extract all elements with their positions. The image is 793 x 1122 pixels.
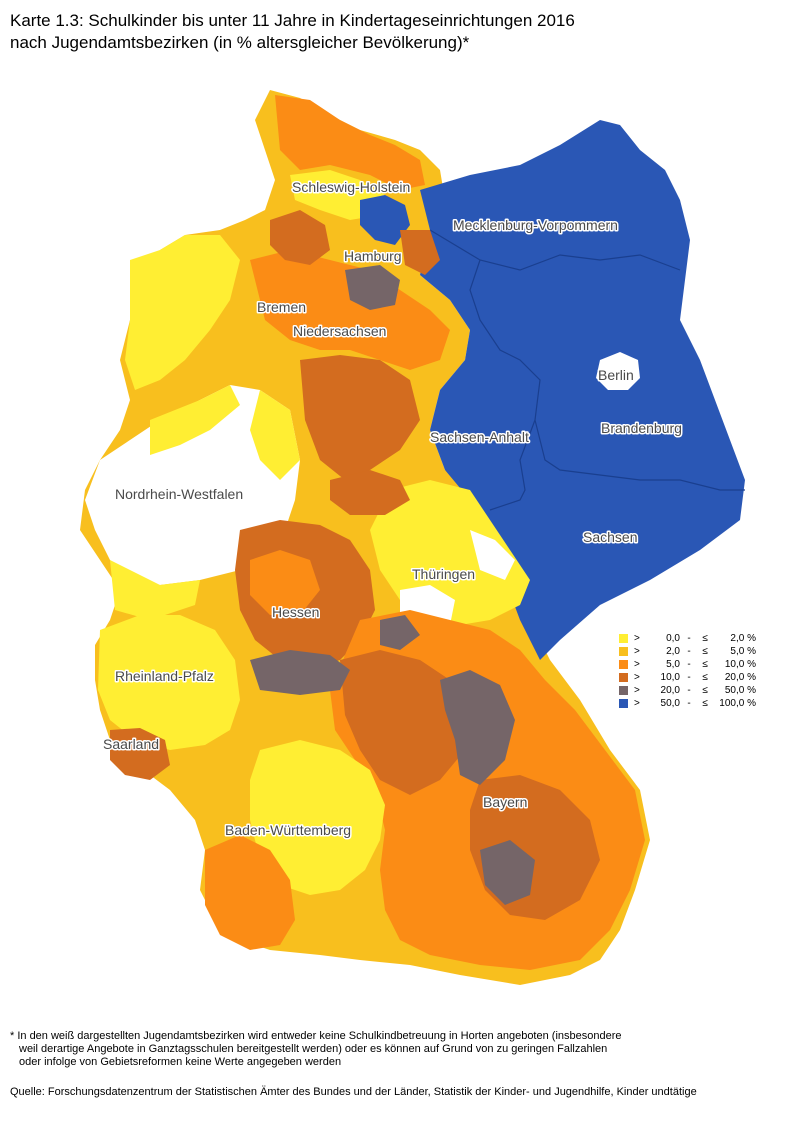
label-sachsen-anhalt: Sachsen-Anhalt	[430, 429, 529, 445]
label-thueringen: Thüringen	[412, 566, 475, 582]
legend-gt: >	[634, 659, 640, 670]
label-hessen: Hessen	[272, 604, 319, 620]
central-grey-band	[250, 650, 350, 695]
legend-gt: >	[634, 672, 640, 683]
legend-swatch	[619, 647, 628, 656]
label-niedersachsen: Niedersachsen	[293, 323, 386, 339]
kiel-region	[360, 195, 410, 245]
north-orange-patches	[250, 95, 450, 370]
title-line-1: Karte 1.3: Schulkinder bis unter 11 Jahr…	[10, 11, 575, 30]
label-sachsen: Sachsen	[583, 529, 637, 545]
legend-le: ≤	[702, 698, 708, 709]
baden-wuerttemberg-orange	[205, 835, 295, 950]
legend-row: > 20,0 - ≤ 50,0 %	[619, 684, 769, 697]
legend-dash: -	[687, 633, 691, 644]
legend-row: > 5,0 - ≤ 10,0 %	[619, 658, 769, 671]
label-saarland: Saarland	[103, 736, 159, 752]
legend-le: ≤	[702, 633, 708, 644]
harz-brown-strip	[330, 470, 410, 515]
germany-map: Schleswig-Holstein Mecklenburg-Vorpommer…	[80, 90, 745, 985]
label-baden-wuerttemberg: Baden-Württemberg	[225, 822, 351, 838]
bayern-brown-patches	[340, 650, 600, 920]
legend-high: 5,0 %	[730, 646, 756, 657]
legend-high: 100,0 %	[719, 698, 756, 709]
footnote: * In den weiß dargestellten Jugendamtsbe…	[10, 1030, 780, 1069]
legend-high: 50,0 %	[724, 685, 756, 696]
legend-low: 0,0	[666, 633, 680, 644]
hessen-orange-patch	[250, 550, 320, 615]
legend-low: 2,0	[666, 646, 680, 657]
label-mecklenburg-vorpommern: Mecklenburg-Vorpommern	[453, 217, 618, 233]
legend-gt: >	[634, 698, 640, 709]
label-bremen: Bremen	[257, 299, 306, 315]
legend-low: 5,0	[666, 659, 680, 670]
east-state-borders	[429, 229, 745, 511]
legend-le: ≤	[702, 646, 708, 657]
legend-swatch	[619, 699, 628, 708]
legend-dash: -	[687, 685, 691, 696]
footnote-line-2: weil derartige Angebote in Ganztagsschul…	[19, 1043, 608, 1055]
east-germany-region	[420, 120, 745, 660]
legend-gt: >	[634, 646, 640, 657]
map-title: Karte 1.3: Schulkinder bis unter 11 Jahr…	[10, 10, 780, 54]
legend-swatch	[619, 673, 628, 682]
legend-row: > 0,0 - ≤ 2,0 %	[619, 632, 769, 645]
baden-wuerttemberg-yellow	[250, 740, 385, 895]
label-rheinland-pfalz: Rheinland-Pfalz	[115, 668, 214, 684]
legend-high: 20,0 %	[724, 672, 756, 683]
label-schleswig-holstein: Schleswig-Holstein	[292, 179, 410, 195]
niedersachsen-grey-patch	[345, 265, 400, 310]
niedersachsen-brown-patches	[270, 210, 440, 480]
saarland-region	[110, 728, 170, 780]
legend-row: > 50,0 - ≤ 100,0 %	[619, 697, 769, 710]
legend-high: 2,0 %	[730, 633, 756, 644]
legend-le: ≤	[702, 659, 708, 670]
title-line-2: nach Jugendamtsbezirken (in % altersglei…	[10, 33, 470, 52]
legend-dash: -	[687, 659, 691, 670]
legend-low: 50,0	[660, 698, 680, 709]
north-yellow-patches	[125, 170, 385, 390]
legend-row: > 2,0 - ≤ 5,0 %	[619, 645, 769, 658]
legend-high: 10,0 %	[724, 659, 756, 670]
label-berlin: Berlin	[598, 367, 634, 383]
legend-le: ≤	[702, 685, 708, 696]
map-legend: > 0,0 - ≤ 2,0 % > 2,0 - ≤ 5,0 % > 5,0 - …	[619, 632, 769, 710]
legend-dash: -	[687, 646, 691, 657]
footnote-line-3: oder infolge von Gebietsreformen keine W…	[19, 1056, 342, 1068]
legend-low: 10,0	[660, 672, 680, 683]
legend-low: 20,0	[660, 685, 680, 696]
source-note: Quelle: Forschungsdatenzentrum der Stati…	[10, 1086, 697, 1098]
legend-swatch	[619, 660, 628, 669]
legend-gt: >	[634, 685, 640, 696]
rheinland-pfalz-region	[98, 615, 240, 750]
footnote-line-1: * In den weiß dargestellten Jugendamtsbe…	[10, 1030, 622, 1042]
label-hamburg: Hamburg	[344, 248, 402, 264]
nrw-yellow-patches	[110, 385, 300, 620]
legend-swatch	[619, 634, 628, 643]
berlin-region	[596, 352, 640, 390]
label-nordrhein-westfalen: Nordrhein-Westfalen	[115, 486, 243, 502]
legend-row: > 10,0 - ≤ 20,0 %	[619, 671, 769, 684]
legend-dash: -	[687, 672, 691, 683]
legend-le: ≤	[702, 672, 708, 683]
bayern-grey-patches	[380, 615, 535, 905]
thueringen-white-patches	[400, 530, 515, 630]
legend-gt: >	[634, 633, 640, 644]
legend-swatch	[619, 686, 628, 695]
label-bayern: Bayern	[483, 794, 527, 810]
legend-dash: -	[687, 698, 691, 709]
label-brandenburg: Brandenburg	[601, 420, 682, 436]
